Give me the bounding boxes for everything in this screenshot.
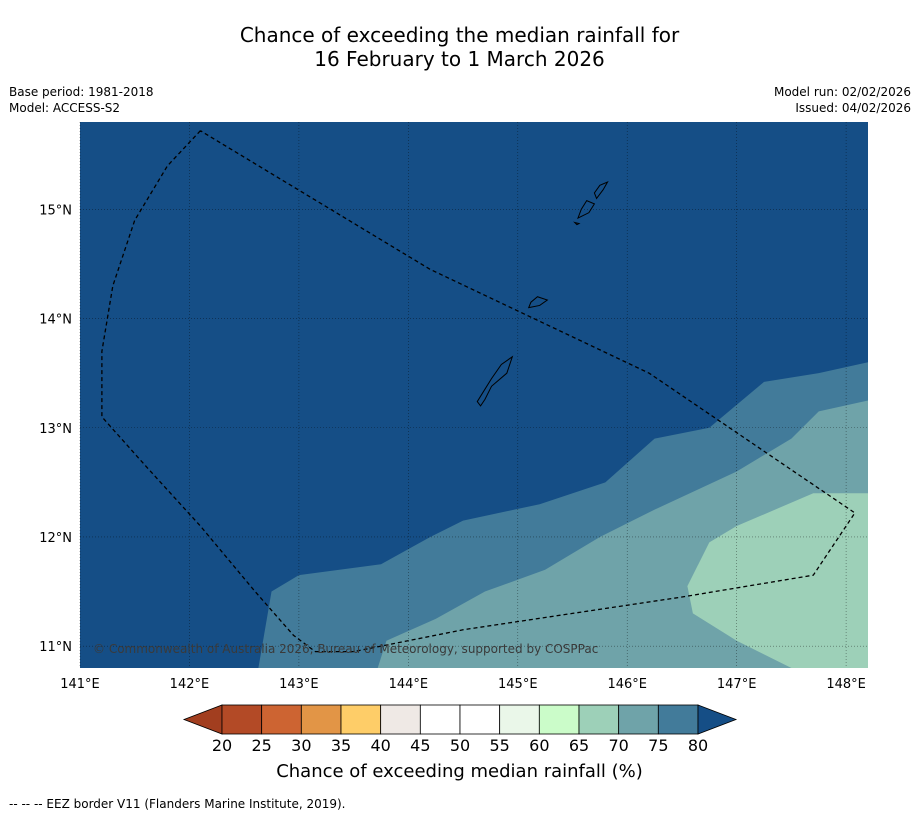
issued-date: Issued: 04/02/2026 <box>795 101 911 115</box>
y-tick-label: 13°N <box>39 422 72 437</box>
colorbar-bin <box>578 704 620 735</box>
colorbar-tick-label: 80 <box>687 736 709 755</box>
colorbar-label: Chance of exceeding median rainfall (%) <box>276 761 643 782</box>
model-run: Model run: 02/02/2026 <box>773 85 911 99</box>
island-outline <box>593 181 609 200</box>
region-65-70 <box>687 493 868 668</box>
colorbar-tick-label: 65 <box>568 736 590 755</box>
eez-border <box>101 130 856 653</box>
eez-footnote: -- -- -- EEZ border V11 (Flanders Marine… <box>9 797 346 811</box>
colorbar-bin <box>300 704 342 735</box>
colorbar-bin <box>538 704 580 735</box>
colorbar-tick-label: 30 <box>291 736 312 755</box>
y-tick-label: 14°N <box>39 313 72 328</box>
colorbar-tick-label: 40 <box>370 736 391 755</box>
x-tick-label: 148°E <box>826 677 866 692</box>
island-outline <box>577 199 596 220</box>
colorbar-tick-label: 70 <box>608 736 629 755</box>
colorbar-tick-label: 25 <box>251 736 272 755</box>
x-tick-label: 145°E <box>498 677 538 692</box>
colorbar-bin <box>618 704 659 735</box>
chart-title-line1: Chance of exceeding the median rainfall … <box>239 23 680 47</box>
colorbar-bin <box>657 704 699 735</box>
x-tick-label: 143°E <box>279 677 319 692</box>
colorbar-bin <box>221 704 263 735</box>
island-outline <box>573 221 581 226</box>
x-tick-label: 146°E <box>607 677 647 692</box>
island-outline <box>527 296 549 309</box>
x-tick-label: 142°E <box>170 677 210 692</box>
chart-title-line2: 16 February to 1 March 2026 <box>314 47 605 71</box>
y-tick-label: 12°N <box>39 531 72 546</box>
y-tick-label: 15°N <box>39 203 72 218</box>
map-figure: © Commonwealth of Australia 2026, Bureau… <box>39 122 868 735</box>
copyright-text: © Commonwealth of Australia 2026, Bureau… <box>93 642 598 656</box>
colorbar-bin <box>459 704 501 735</box>
colorbar-bin <box>340 704 382 735</box>
base-period: Base period: 1981-2018 <box>9 85 154 99</box>
x-tick-label: 141°E <box>60 677 100 692</box>
colorbar-tick-label: 75 <box>648 736 669 755</box>
colorbar-bin <box>380 704 421 735</box>
colorbar-tick-label: 35 <box>330 736 352 755</box>
colorbar-tick-label: 55 <box>489 736 510 755</box>
colorbar-extend-low <box>182 704 223 735</box>
colorbar-tick-label: 20 <box>211 736 233 755</box>
colorbar-tick-label: 45 <box>410 736 431 755</box>
colorbar-bin <box>419 704 461 735</box>
island-outline <box>476 355 514 407</box>
colorbar-extend-high <box>697 704 738 735</box>
x-tick-label: 144°E <box>389 677 429 692</box>
x-tick-label: 147°E <box>717 677 757 692</box>
model-name: Model: ACCESS-S2 <box>9 101 121 115</box>
colorbar-bin <box>499 704 540 735</box>
colorbar-tick-label: 60 <box>529 736 550 755</box>
y-tick-label: 11°N <box>39 640 72 655</box>
colorbar-bin <box>261 704 302 735</box>
colorbar-tick-label: 50 <box>449 736 471 755</box>
